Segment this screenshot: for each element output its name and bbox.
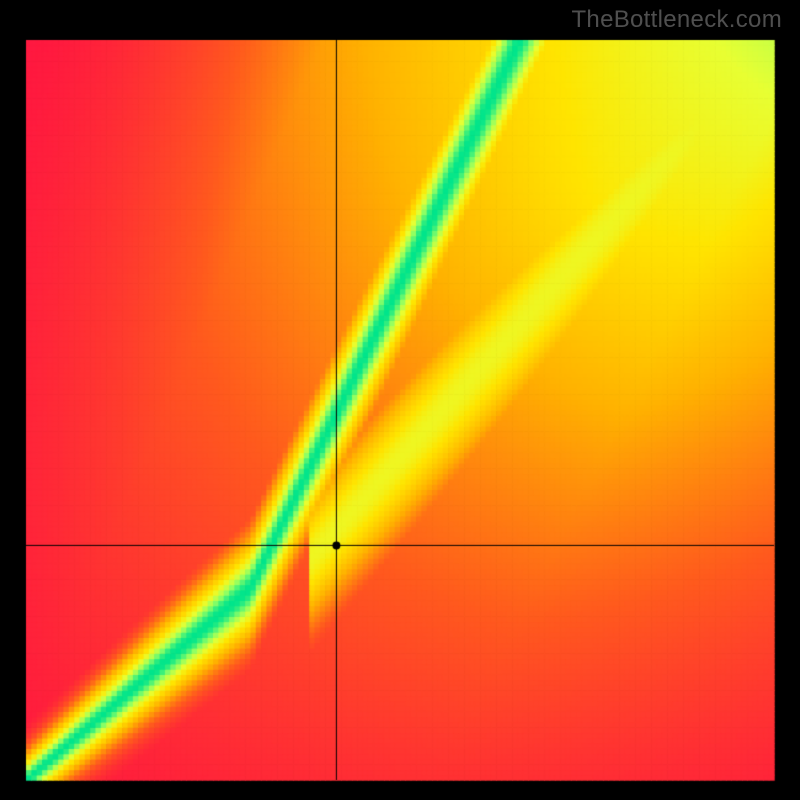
bottleneck-heatmap	[0, 0, 800, 800]
chart-container: TheBottleneck.com	[0, 0, 800, 800]
